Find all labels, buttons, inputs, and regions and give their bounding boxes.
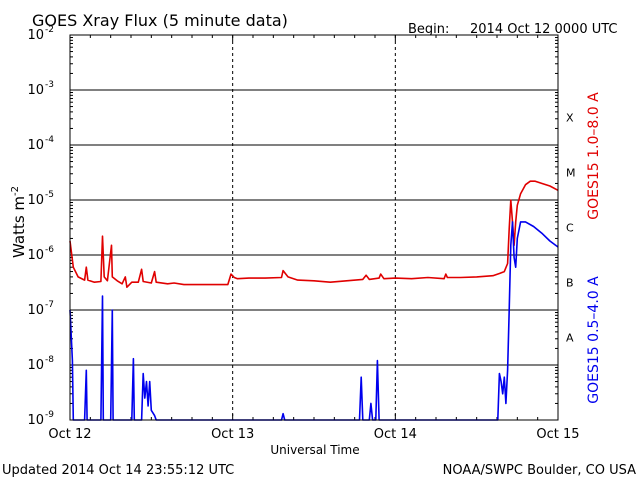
chart-title: GOES Xray Flux (5 minute data) <box>32 11 288 30</box>
y-tick-label: 10 <box>27 413 44 428</box>
y-tick-label-exponent: -8 <box>45 355 54 365</box>
y-tick-label-exponent: -4 <box>45 135 54 145</box>
legend-red-series: GOES15 1.0–8.0 A <box>586 92 602 220</box>
y-tick-label-exponent: -3 <box>45 80 54 90</box>
begin-value: 2014 Oct 12 0000 UTC <box>470 22 618 37</box>
x-tick-label: Oct 12 <box>48 427 91 442</box>
plot-frame <box>69 34 559 421</box>
y-tick-label-exponent: -7 <box>45 300 54 310</box>
y-tick-label: 10 <box>27 248 44 263</box>
y-axis-label: Watts m-2 <box>10 186 28 258</box>
series-line-0 <box>69 180 559 289</box>
y-tick-label-exponent: -5 <box>45 190 54 200</box>
plot-area <box>70 35 558 420</box>
x-tick-labels: Oct 12 Oct 13 Oct 14 Oct 15 <box>48 427 579 442</box>
svg-text:Watts m-2: Watts m-2 <box>10 186 28 258</box>
flare-class-label: C <box>566 222 574 235</box>
y-tick-label-exponent: -9 <box>45 410 54 420</box>
y-tick-label: 10 <box>27 83 44 98</box>
x-axis-label: Universal Time <box>270 443 359 457</box>
y-tick-label: 10 <box>27 28 44 43</box>
legend-blue-label: GOES15 0.5–4.0 A <box>586 276 602 404</box>
legend-blue-series: GOES15 0.5–4.0 A <box>586 276 602 404</box>
flare-class-label: A <box>566 332 574 345</box>
flare-class-label: B <box>566 277 574 290</box>
y-tick-label: 10 <box>27 358 44 373</box>
begin-label: Begin: <box>408 22 449 37</box>
y-tick-labels: 10-910-810-710-610-510-410-310-2 <box>27 25 54 428</box>
credit-text: NOAA/SWPC Boulder, CO USA <box>443 463 636 478</box>
flare-class-labels: A B C M X <box>566 112 576 345</box>
x-tick-label: Oct 14 <box>374 427 417 442</box>
x-tick-label: Oct 15 <box>536 427 579 442</box>
y-tick-label-exponent: -2 <box>45 25 54 35</box>
flare-class-label: X <box>566 112 574 125</box>
y-tick-label: 10 <box>27 303 44 318</box>
flare-class-label: M <box>566 167 576 180</box>
y-tick-label: 10 <box>27 138 44 153</box>
y-tick-label: 10 <box>27 193 44 208</box>
x-tick-label: Oct 13 <box>211 427 254 442</box>
y-tick-label-exponent: -6 <box>45 245 54 255</box>
legend-red-label: GOES15 1.0–8.0 A <box>586 92 602 220</box>
updated-text: Updated 2014 Oct 14 23:55:12 UTC <box>2 463 234 478</box>
